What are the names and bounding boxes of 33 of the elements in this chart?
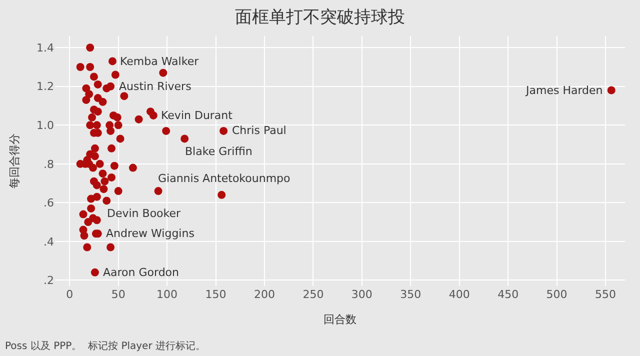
x-tick-label: 500 <box>546 288 568 301</box>
annotation: Aaron Gordon <box>103 266 180 279</box>
x-tick-label: 400 <box>448 288 470 301</box>
x-axis-title: 回合数 <box>324 313 356 326</box>
chart-title: 面框单打不突破持球投 <box>235 8 405 28</box>
annotation: Blake Griffin <box>185 145 252 158</box>
x-tick-label: 100 <box>156 288 178 301</box>
annotation: Andrew Wiggins <box>106 227 195 240</box>
annotation: Kevin Durant <box>161 109 234 122</box>
y-tick-label: 1.2 <box>36 80 54 94</box>
x-tick-label: 350 <box>400 288 422 301</box>
x-tick-label: 50 <box>111 288 126 301</box>
annotation: Kemba Walker <box>120 55 200 68</box>
x-tick-label: 550 <box>595 288 616 301</box>
y-tick-label: 1.0 <box>36 119 54 132</box>
annotation: Chris Paul <box>232 124 286 137</box>
x-tick-label: 0 <box>66 288 74 301</box>
annotation: Devin Booker <box>107 207 182 220</box>
y-tick-label: .2 <box>44 274 54 288</box>
text: Poss 以及 PPP。 标记按 Player 进行标记。 <box>5 340 206 352</box>
annotation: Giannis Antetokounmpo <box>158 172 291 185</box>
annotation: Austin Rivers <box>119 80 192 93</box>
x-tick-label: 250 <box>302 288 324 301</box>
x-tick-label: 450 <box>498 288 519 301</box>
annotation: James Harden <box>525 84 603 97</box>
x-tick-label: 200 <box>254 288 275 301</box>
y-tick-label: .4 <box>44 235 54 248</box>
y-tick-label: .8 <box>44 158 54 171</box>
y-tick-label: .6 <box>44 196 54 210</box>
y-axis-title: 每回合得分 <box>8 134 22 188</box>
x-tick-label: 150 <box>205 288 226 301</box>
y-tick-label: 1.4 <box>36 41 54 54</box>
x-tick-label: 300 <box>351 288 372 301</box>
